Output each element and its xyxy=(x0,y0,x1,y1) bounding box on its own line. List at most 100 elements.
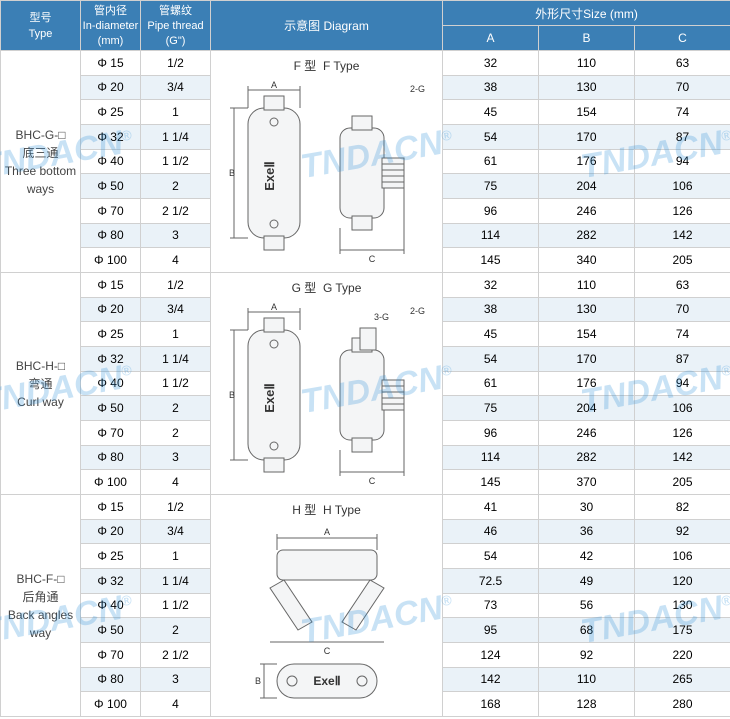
diagram-label-en: F Type xyxy=(323,59,359,73)
cell-size-b: 36 xyxy=(539,519,635,544)
cell-size-b: 340 xyxy=(539,248,635,273)
cell-diameter: Φ 15 xyxy=(81,273,141,298)
cell-thread: 1/2 xyxy=(141,51,211,76)
cell-size-a: 73 xyxy=(443,593,539,618)
cell-size-c: 142 xyxy=(635,445,730,470)
cell-size-c: 63 xyxy=(635,273,730,298)
cell-thread: 3/4 xyxy=(141,75,211,100)
cell-size-a: 96 xyxy=(443,420,539,445)
svg-text:ExeⅡ: ExeⅡ xyxy=(262,383,277,413)
type-cn: 底三通 xyxy=(1,144,80,162)
th-diagram: 示意图 Diagram xyxy=(211,1,443,51)
cell-diameter: Φ 25 xyxy=(81,322,141,347)
th-diagram-cn: 示意图 xyxy=(284,19,320,33)
cell-thread: 1 xyxy=(141,100,211,125)
type-code: BHC-H-□ xyxy=(1,357,80,375)
cell-size-b: 282 xyxy=(539,223,635,248)
cell-diameter: Φ 20 xyxy=(81,75,141,100)
diagram-label-en: G Type xyxy=(323,281,361,295)
cell-size-b: 204 xyxy=(539,396,635,421)
cell-size-b: 130 xyxy=(539,297,635,322)
cell-size-a: 168 xyxy=(443,692,539,717)
cell-thread: 2 1/2 xyxy=(141,198,211,223)
cell-size-c: 175 xyxy=(635,618,730,643)
cell-thread: 1 xyxy=(141,322,211,347)
type-code: BHC-G-□ xyxy=(1,126,80,144)
cell-size-c: 106 xyxy=(635,544,730,569)
cell-thread: 1 1/2 xyxy=(141,371,211,396)
cell-size-b: 56 xyxy=(539,593,635,618)
cell-diameter: Φ 32 xyxy=(81,346,141,371)
cell-size-c: 63 xyxy=(635,51,730,76)
cell-size-b: 110 xyxy=(539,51,635,76)
cell-thread: 4 xyxy=(141,248,211,273)
svg-text:ExeⅡ: ExeⅡ xyxy=(313,674,340,688)
cell-size-b: 246 xyxy=(539,420,635,445)
th-thread-cn: 管螺纹 xyxy=(159,5,192,17)
cell-diameter: Φ 70 xyxy=(81,420,141,445)
th-type-en: Type xyxy=(29,28,53,40)
cell-size-c: 87 xyxy=(635,124,730,149)
svg-text:C: C xyxy=(323,646,330,656)
type-en: Curl way xyxy=(1,393,80,411)
cell-thread: 2 1/2 xyxy=(141,642,211,667)
cell-size-b: 370 xyxy=(539,470,635,495)
cell-thread: 2 xyxy=(141,618,211,643)
diagram-cell: F 型 F Type 2-G ExeⅡ A B C xyxy=(211,51,443,273)
cell-thread: 3 xyxy=(141,667,211,692)
cell-size-b: 176 xyxy=(539,371,635,396)
th-diameter: 管内径 In-diameter (mm) xyxy=(81,1,141,51)
cell-size-a: 54 xyxy=(443,124,539,149)
th-thread-unit: (G") xyxy=(166,35,186,47)
cell-size-a: 124 xyxy=(443,642,539,667)
cell-diameter: Φ 25 xyxy=(81,100,141,125)
svg-text:B: B xyxy=(228,390,234,400)
type-code: BHC-F-□ xyxy=(1,570,80,588)
cell-size-c: 130 xyxy=(635,593,730,618)
type-cell: BHC-G-□底三通Three bottom ways xyxy=(1,51,81,273)
cell-size-a: 61 xyxy=(443,149,539,174)
cell-thread: 2 xyxy=(141,420,211,445)
cell-size-c: 142 xyxy=(635,223,730,248)
cell-thread: 1 1/2 xyxy=(141,149,211,174)
cell-size-b: 204 xyxy=(539,174,635,199)
cell-size-c: 94 xyxy=(635,371,730,396)
cell-size-b: 110 xyxy=(539,273,635,298)
cell-size-c: 70 xyxy=(635,75,730,100)
cell-size-c: 92 xyxy=(635,519,730,544)
cell-diameter: Φ 80 xyxy=(81,445,141,470)
cell-size-a: 114 xyxy=(443,223,539,248)
cell-size-a: 145 xyxy=(443,470,539,495)
svg-text:2-G: 2-G xyxy=(410,306,425,316)
cell-size-b: 49 xyxy=(539,568,635,593)
diagram-cell: G 型 G Type 2-G 3-G ExeⅡ A B C xyxy=(211,273,443,495)
cell-diameter: Φ 80 xyxy=(81,667,141,692)
svg-text:C: C xyxy=(368,254,375,264)
diagram-cell: H 型 H Type A C ExeⅡ B xyxy=(211,495,443,717)
type-cell: BHC-F-□后角通Back angles way xyxy=(1,495,81,717)
th-size-unit: (mm) xyxy=(610,7,638,21)
cell-diameter: Φ 80 xyxy=(81,223,141,248)
cell-diameter: Φ 100 xyxy=(81,248,141,273)
table-row: BHC-G-□底三通Three bottom waysΦ 151/2F 型 F … xyxy=(1,51,730,76)
cell-diameter: Φ 50 xyxy=(81,174,141,199)
svg-text:C: C xyxy=(368,476,375,486)
cell-size-c: 120 xyxy=(635,568,730,593)
cell-size-a: 32 xyxy=(443,51,539,76)
cell-thread: 1 1/4 xyxy=(141,346,211,371)
cell-diameter: Φ 40 xyxy=(81,371,141,396)
cell-diameter: Φ 25 xyxy=(81,544,141,569)
cell-size-a: 96 xyxy=(443,198,539,223)
cell-size-b: 68 xyxy=(539,618,635,643)
cell-size-a: 75 xyxy=(443,174,539,199)
th-size-cn: 外形尺寸 xyxy=(535,7,583,21)
cell-size-b: 30 xyxy=(539,495,635,520)
th-diameter-cn: 管内径 xyxy=(94,5,127,17)
cell-diameter: Φ 100 xyxy=(81,692,141,717)
cell-size-c: 265 xyxy=(635,667,730,692)
cell-size-b: 130 xyxy=(539,75,635,100)
th-A: A xyxy=(443,26,539,51)
cell-size-b: 154 xyxy=(539,322,635,347)
cell-size-a: 41 xyxy=(443,495,539,520)
cell-size-b: 110 xyxy=(539,667,635,692)
